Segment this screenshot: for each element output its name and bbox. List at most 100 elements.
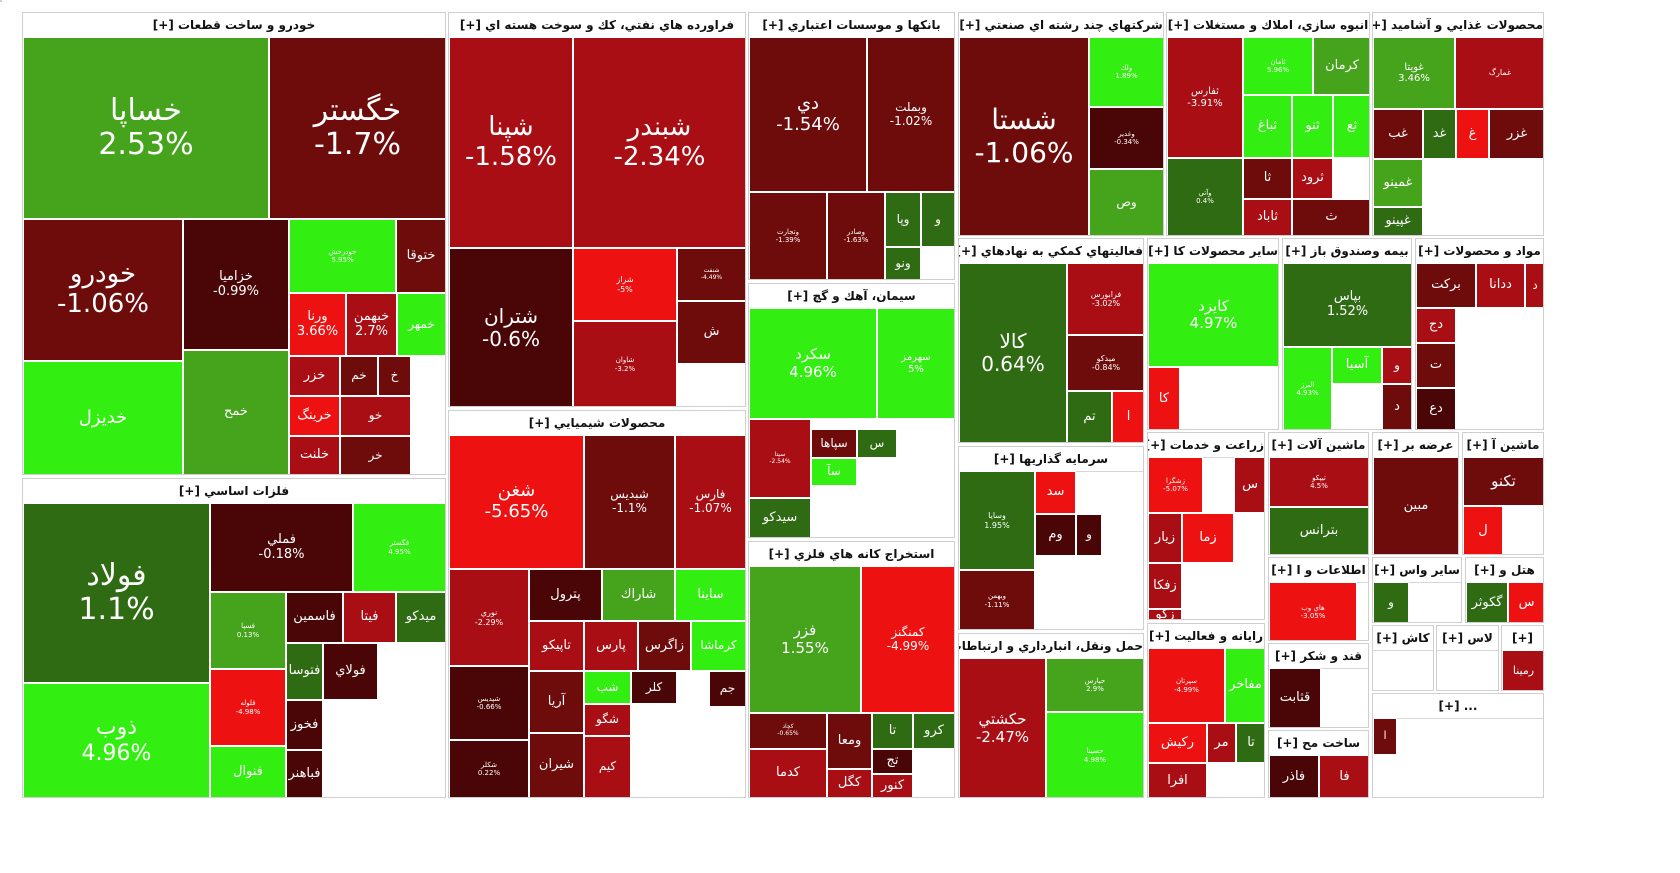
stock-tile[interactable]: آسيا: [1332, 347, 1382, 384]
sector-title-expand[interactable]: ساخت مح [+]: [1269, 731, 1368, 756]
stock-tile[interactable]: فتوسا: [286, 643, 323, 700]
stock-tile[interactable]: خبهمن 2.7%: [346, 293, 397, 356]
stock-tile[interactable]: شنفت -4.49%: [677, 248, 745, 301]
stock-tile[interactable]: غد: [1423, 109, 1456, 159]
stock-tile[interactable]: ثع: [1333, 95, 1369, 158]
stock-tile[interactable]: ونو: [885, 247, 921, 279]
stock-tile[interactable]: ا: [1373, 718, 1397, 755]
stock-tile[interactable]: بركت: [1416, 263, 1476, 308]
stock-tile[interactable]: زاگرس: [638, 621, 691, 671]
stock-tile[interactable]: كرماشا: [691, 621, 745, 671]
stock-tile[interactable]: كرو: [913, 713, 954, 749]
sector-title-expand[interactable]: سرمايه گذاريها [+]: [959, 447, 1143, 472]
stock-tile[interactable]: هاي وب -3.05%: [1269, 582, 1357, 640]
stock-tile[interactable]: فباهنر: [286, 750, 323, 797]
stock-tile[interactable]: ذوب 4.96%: [23, 683, 210, 797]
stock-tile[interactable]: سيدكو: [749, 498, 811, 537]
stock-tile[interactable]: تم: [1067, 391, 1112, 442]
stock-tile[interactable]: غپينو: [1373, 207, 1423, 235]
stock-tile[interactable]: شبديس -1.1%: [584, 435, 675, 569]
stock-tile[interactable]: شكلر 0.22%: [449, 740, 529, 797]
stock-tile[interactable]: شپديس -0.66%: [449, 666, 529, 740]
stock-tile[interactable]: سكرد 4.96%: [749, 308, 877, 419]
stock-tile[interactable]: فنوال: [210, 746, 286, 797]
stock-tile[interactable]: فسپا 0.13%: [210, 592, 286, 669]
stock-tile[interactable]: شپنا -1.58%: [449, 37, 573, 248]
stock-tile[interactable]: خزر: [289, 356, 340, 396]
stock-tile[interactable]: و: [1382, 347, 1411, 384]
stock-tile[interactable]: وص: [1089, 169, 1163, 235]
sector-title-expand[interactable]: خودرو و ساخت قطعات [+]: [23, 13, 445, 38]
sector-title-expand[interactable]: استخراج كانه هاي فلزي [+]: [749, 542, 954, 567]
stock-tile[interactable]: ل: [1463, 506, 1503, 554]
stock-tile[interactable]: ولك 1.89%: [1089, 37, 1163, 107]
stock-tile[interactable]: خو: [340, 396, 411, 436]
stock-tile[interactable]: وسايا 1.95%: [959, 471, 1035, 570]
stock-tile[interactable]: شاراك: [602, 569, 675, 621]
stock-tile[interactable]: غزر: [1489, 109, 1543, 159]
stock-tile[interactable]: فخوز: [286, 700, 323, 750]
stock-tile[interactable]: غب: [1373, 109, 1423, 159]
sector-title-expand[interactable]: بيمه وصندوق باز [+]: [1283, 239, 1411, 264]
stock-tile[interactable]: خر: [340, 436, 411, 474]
stock-tile[interactable]: كدما: [749, 749, 827, 797]
stock-tile[interactable]: سد: [1035, 471, 1076, 514]
stock-tile[interactable]: غمينو: [1373, 159, 1423, 207]
sector-title-expand[interactable]: لاس [+]: [1437, 626, 1498, 651]
stock-tile[interactable]: د: [1382, 384, 1411, 429]
stock-tile[interactable]: خ: [378, 356, 411, 396]
stock-tile[interactable]: شتران -0.6%: [449, 248, 573, 406]
stock-tile[interactable]: ثامان 5.96%: [1243, 37, 1313, 95]
sector-title-expand[interactable]: اطلاعات و ا [+]: [1269, 558, 1368, 583]
stock-tile[interactable]: خرينگ: [289, 396, 340, 436]
stock-tile[interactable]: وبملت -1.02%: [867, 37, 954, 192]
stock-tile[interactable]: بترانس: [1269, 507, 1368, 554]
sector-title-expand[interactable]: محصولات غذايي و آشاميد [+]: [1373, 13, 1543, 38]
stock-tile[interactable]: فملي -0.18%: [210, 503, 353, 592]
sector-title-expand[interactable]: ماشين آ [+]: [1463, 433, 1543, 458]
stock-tile[interactable]: تا: [1236, 723, 1264, 763]
sector-title-expand[interactable]: شركتهاي چند رشته اي صنعتي [+]: [959, 13, 1163, 38]
sector-title-expand[interactable]: عرضه بر [+]: [1373, 433, 1458, 458]
stock-tile[interactable]: زشگزا -5.07%: [1148, 457, 1203, 513]
sector-title-expand[interactable]: ... [+]: [1373, 694, 1543, 719]
stock-tile[interactable]: س: [1508, 582, 1543, 622]
stock-tile[interactable]: خودرو -1.06%: [23, 219, 183, 361]
stock-tile[interactable]: تيپكو 4.5%: [1269, 457, 1368, 507]
stock-tile[interactable]: كايزد 4.97%: [1148, 263, 1278, 367]
stock-tile[interactable]: ميدكو: [396, 592, 445, 643]
stock-tile[interactable]: خمهر: [397, 293, 445, 356]
stock-tile[interactable]: حكشتي -2.47%: [959, 658, 1046, 797]
stock-tile[interactable]: شيران: [529, 733, 584, 797]
stock-tile[interactable]: تكنو: [1463, 457, 1543, 506]
stock-tile[interactable]: ث: [1292, 199, 1369, 235]
stock-tile[interactable]: شاوان -3.2%: [573, 321, 677, 406]
stock-tile[interactable]: دع: [1416, 388, 1456, 429]
stock-tile[interactable]: تج: [872, 749, 913, 774]
stock-tile[interactable]: وتجارت -1.39%: [749, 192, 827, 279]
stock-tile[interactable]: ميدكو -0.84%: [1067, 335, 1143, 391]
stock-tile[interactable]: سپاها: [811, 429, 857, 458]
stock-tile[interactable]: تاپيكو: [529, 621, 584, 671]
stock-tile[interactable]: وغدير -0.34%: [1089, 107, 1163, 169]
stock-tile[interactable]: د: [1525, 263, 1543, 308]
stock-tile[interactable]: قثابت: [1269, 668, 1321, 727]
stock-tile[interactable]: فولاي: [323, 643, 378, 700]
stock-tile[interactable]: سپرتان -4.99%: [1148, 648, 1225, 723]
stock-tile[interactable]: كنور: [872, 774, 913, 797]
stock-tile[interactable]: كيم: [584, 736, 631, 797]
stock-tile[interactable]: حپارس 2.9%: [1046, 658, 1143, 712]
stock-tile[interactable]: فارس -1.07%: [675, 435, 745, 569]
stock-tile[interactable]: ثاباد: [1243, 199, 1292, 235]
stock-tile[interactable]: كچاد -0.65%: [749, 713, 827, 749]
sector-title-expand[interactable]: فعاليتهاي كمكي به نهادهاي [+]: [959, 239, 1143, 264]
sector-title-expand[interactable]: محصولات شيميايي [+]: [449, 411, 745, 436]
stock-tile[interactable]: سهرمز 5%: [877, 308, 954, 419]
stock-tile[interactable]: زيار: [1148, 513, 1182, 563]
stock-tile[interactable]: فولاد 1.1%: [23, 503, 210, 683]
sector-title-expand[interactable]: فلزات اساسي [+]: [23, 479, 445, 504]
stock-tile[interactable]: ختوقا: [396, 219, 445, 293]
stock-tile[interactable]: كگل: [827, 769, 872, 797]
sector-title-expand[interactable]: سيمان، آهك و گچ [+]: [749, 284, 954, 309]
stock-tile[interactable]: كمنگنز -4.99%: [861, 566, 954, 713]
